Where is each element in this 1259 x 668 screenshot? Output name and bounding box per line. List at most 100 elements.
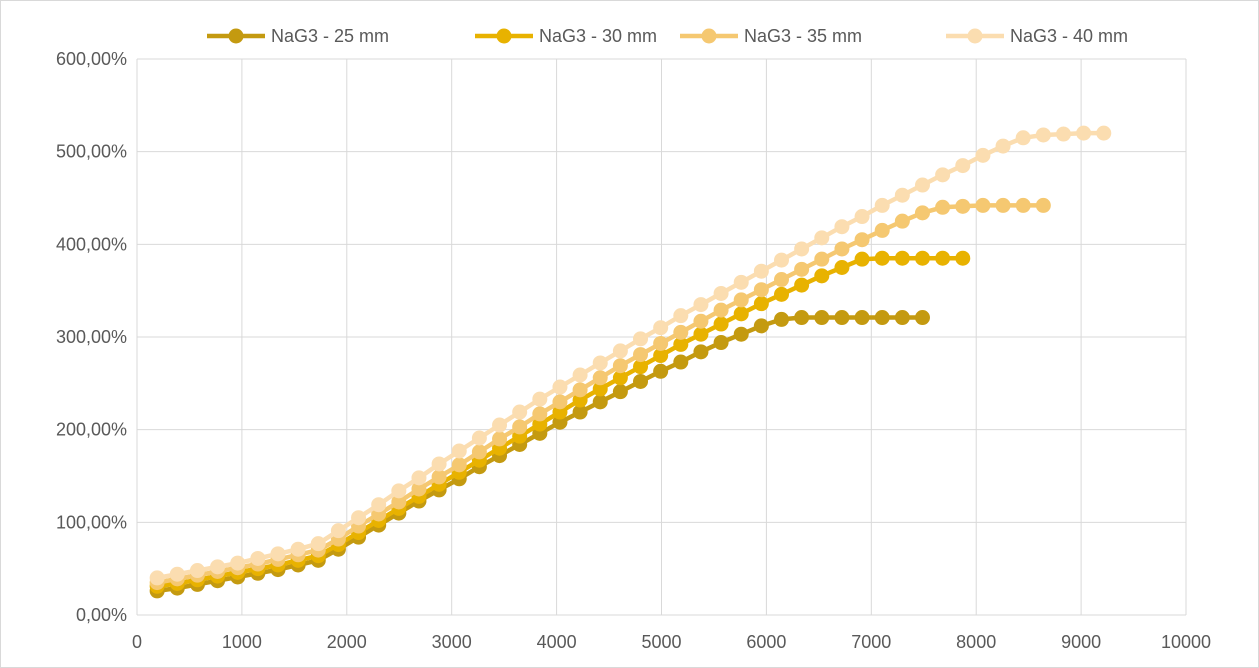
data-point [753, 263, 769, 279]
data-point [532, 391, 548, 407]
data-point [713, 285, 729, 301]
data-point [733, 326, 749, 342]
legend-item-2: NaG3 - 30 mm [475, 26, 657, 46]
data-point [592, 381, 608, 397]
data-point [653, 363, 669, 379]
data-point [270, 546, 286, 562]
y-tick-label: 0,00% [76, 605, 127, 625]
data-point [431, 456, 447, 472]
data-point [794, 241, 810, 257]
data-point [935, 250, 951, 266]
data-point [492, 417, 508, 433]
data-point [834, 219, 850, 235]
data-point [753, 296, 769, 312]
y-tick-label: 200,00% [56, 420, 127, 440]
data-point [552, 379, 568, 395]
data-point [794, 261, 810, 277]
data-point [633, 331, 649, 347]
data-point [834, 310, 850, 326]
y-tick-label: 400,00% [56, 234, 127, 254]
data-point [572, 382, 588, 398]
data-point [411, 481, 427, 497]
data-point [451, 443, 467, 459]
data-point [693, 326, 709, 342]
data-point [693, 344, 709, 360]
y-tick-label: 300,00% [56, 327, 127, 347]
data-point [955, 198, 971, 214]
legend-label: NaG3 - 25 mm [271, 26, 389, 46]
data-point [935, 199, 951, 215]
data-point [592, 370, 608, 386]
data-point [874, 222, 890, 238]
data-point [834, 260, 850, 275]
data-point [1076, 125, 1092, 141]
data-point [794, 310, 810, 326]
data-point [774, 286, 790, 302]
data-point [612, 384, 628, 400]
data-point [653, 348, 669, 364]
data-point [592, 394, 608, 410]
data-point [814, 310, 830, 326]
data-point [673, 354, 689, 370]
legend: NaG3 - 25 mm NaG3 - 30 mm NaG3 - 35 mm NaG3… [207, 26, 1128, 46]
data-point [894, 310, 910, 326]
y-tick-label: 500,00% [56, 142, 127, 162]
x-tick-label: 1000 [222, 632, 262, 652]
data-point [894, 250, 910, 266]
data-point [673, 324, 689, 340]
x-tick-label: 9000 [1061, 632, 1101, 652]
data-point [310, 536, 326, 552]
data-point [995, 197, 1011, 213]
data-point [894, 213, 910, 229]
legend-marker [701, 28, 717, 44]
data-point [290, 541, 306, 557]
legend-label: NaG3 - 35 mm [744, 26, 862, 46]
data-point [1055, 126, 1071, 142]
data-point [532, 406, 548, 422]
data-point [854, 310, 870, 326]
gridlines [136, 58, 1187, 616]
data-point [149, 570, 165, 586]
legend-marker [496, 28, 512, 44]
x-tick-label: 6000 [746, 632, 786, 652]
data-point [633, 373, 649, 389]
data-point [854, 209, 870, 225]
data-point [975, 147, 991, 163]
data-point [230, 555, 246, 571]
data-point [1096, 125, 1112, 141]
data-point [612, 343, 628, 359]
data-point [391, 494, 407, 510]
data-point [1015, 130, 1031, 146]
data-point [673, 308, 689, 324]
data-point [995, 138, 1011, 154]
data-point [572, 367, 588, 383]
data-point [633, 347, 649, 363]
data-point [330, 523, 346, 539]
legend-item-4: NaG3 - 40 mm [946, 26, 1128, 46]
data-point [512, 404, 528, 420]
legend-item-1: NaG3 - 25 mm [207, 26, 389, 46]
data-point [774, 252, 790, 268]
data-point [492, 431, 508, 447]
series-4 [149, 125, 1112, 586]
y-tick-label: 100,00% [56, 512, 127, 532]
data-point [572, 404, 588, 420]
data-point [935, 167, 951, 183]
data-point [854, 251, 870, 267]
legend-label: NaG3 - 40 mm [1010, 26, 1128, 46]
data-point [431, 469, 447, 485]
data-point [914, 310, 930, 326]
data-point [975, 197, 991, 213]
axes: 0,00% 100,00% 200,00% 300,00% 400,00% 500,00%… [56, 49, 1211, 652]
data-point [1015, 197, 1031, 213]
data-point [1035, 197, 1051, 213]
data-point [371, 497, 387, 513]
data-point [774, 311, 790, 327]
data-point [693, 297, 709, 313]
x-tick-label: 5000 [641, 632, 681, 652]
data-point [753, 282, 769, 298]
legend-marker [967, 28, 983, 44]
series-layer [149, 125, 1112, 599]
data-point [874, 310, 890, 326]
